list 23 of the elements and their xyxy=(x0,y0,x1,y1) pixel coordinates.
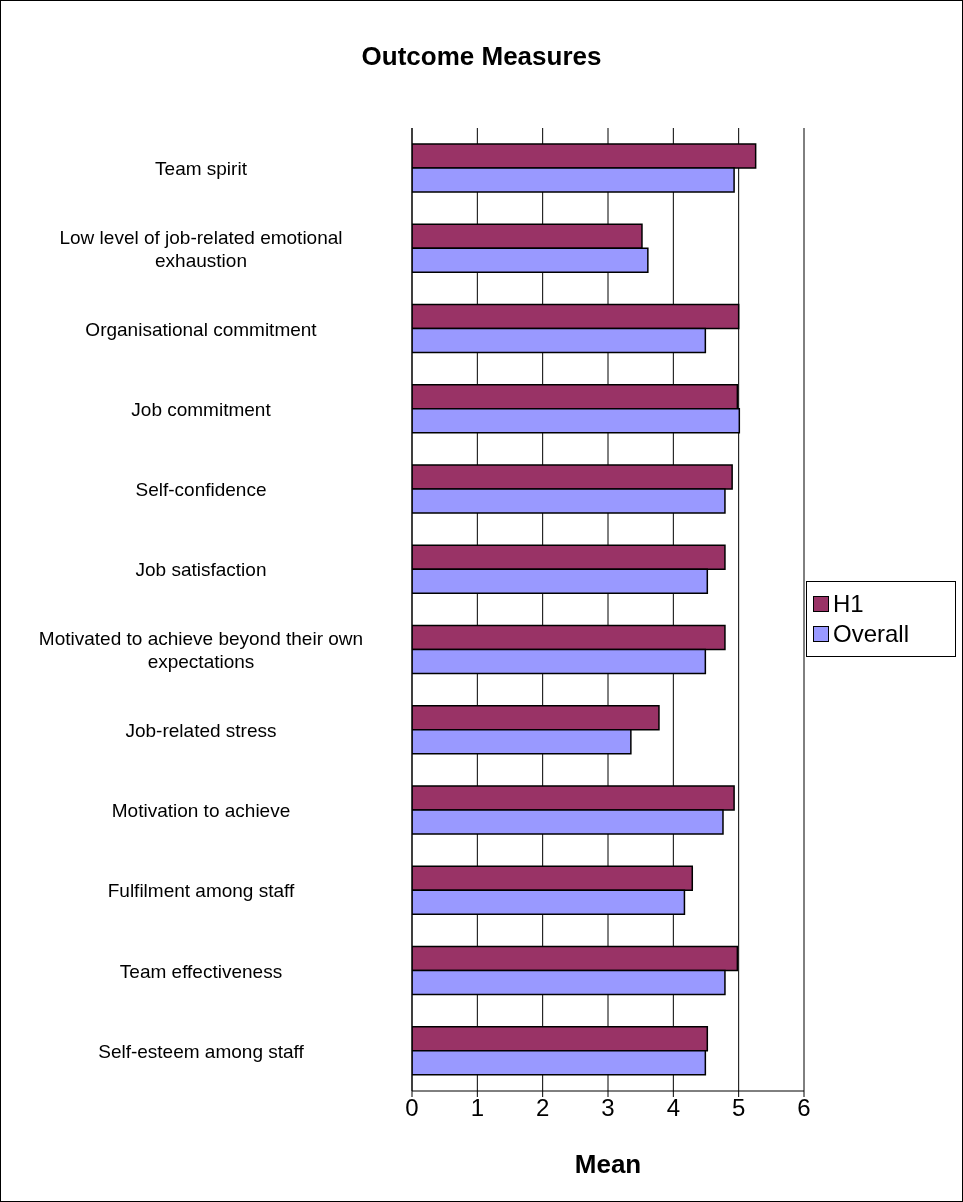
x-tick-label: 0 xyxy=(405,1094,419,1122)
x-tick-label: 2 xyxy=(535,1094,550,1122)
y-tick-label: Team effectiveness xyxy=(119,960,283,982)
y-tick-label: Job-related stress xyxy=(125,719,277,741)
y-tick-label: Self-confidence xyxy=(135,478,267,500)
y-tick-label: Job commitment xyxy=(131,398,272,420)
y-tick-label: Organisational commitment xyxy=(85,318,318,340)
y-tick-label: Motivation to achieve xyxy=(111,799,291,821)
y-tick-label: Low level of job-related emotional exhaustion xyxy=(59,226,343,271)
y-tick-label: Self-esteem among staff xyxy=(98,1040,305,1062)
y-tick-label: Job satisfaction xyxy=(135,558,267,580)
chart-title: Outcome Measures xyxy=(360,41,603,72)
x-tick-label: 3 xyxy=(601,1094,615,1122)
x-tick-label: 5 xyxy=(731,1094,746,1122)
x-axis-title: Mean xyxy=(574,1149,642,1179)
legend-label: Overall xyxy=(833,620,910,648)
x-tick-label: 1 xyxy=(470,1094,485,1122)
x-tick-label: 6 xyxy=(797,1094,811,1122)
x-tick-label: 4 xyxy=(666,1094,681,1122)
y-tick-label: Motivated to achieve beyond their own expectations xyxy=(38,627,364,672)
y-tick-label: Team spirit xyxy=(155,157,248,179)
y-tick-label: Fulfilment among staff xyxy=(107,879,295,901)
legend-label: H1 xyxy=(833,590,864,618)
